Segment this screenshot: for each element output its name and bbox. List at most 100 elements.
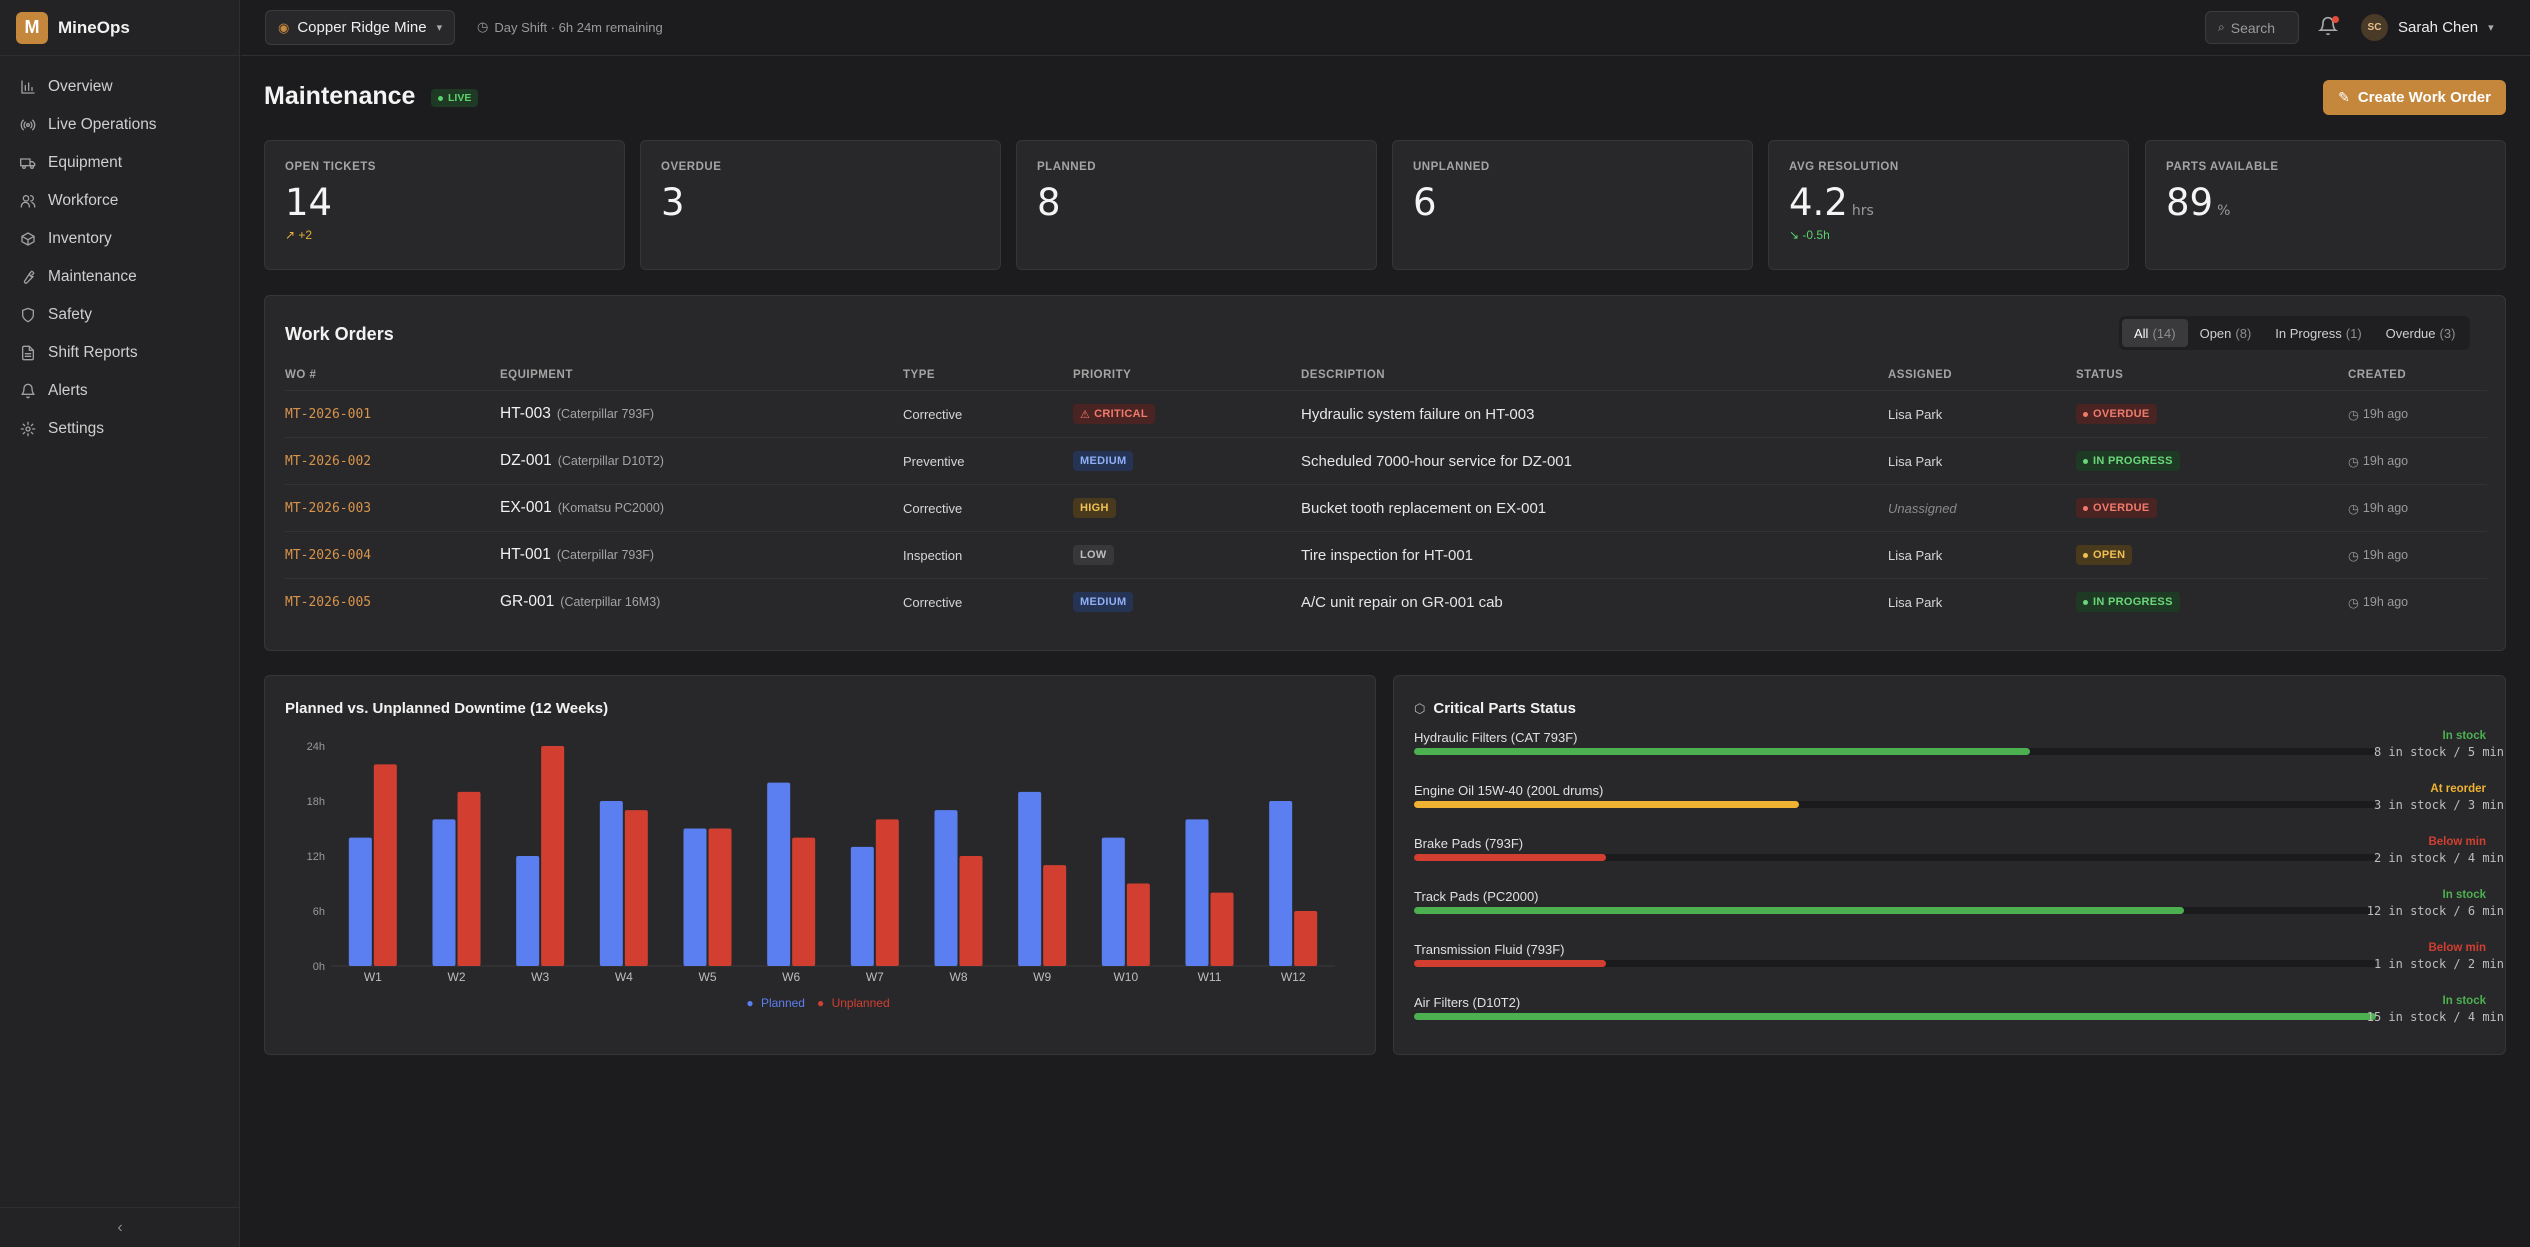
equipment-model: (Caterpillar 793F) [556, 407, 655, 421]
create-work-order-button[interactable]: ✎ Create Work Order [2323, 80, 2506, 115]
bar-unplanned-w7[interactable] [875, 819, 899, 966]
brand[interactable]: M MineOps [0, 0, 239, 56]
part-status: Below min [2428, 942, 2486, 954]
chevron-down-icon: ▾ [2488, 22, 2494, 34]
sidebar-nav: Overview Live Operations Equipment Workforc… [0, 56, 239, 448]
legend-item-unplanned[interactable]: ● Unplanned [816, 996, 890, 1010]
sidebar-item-settings[interactable]: Settings [0, 410, 239, 448]
sidebar-item-alerts[interactable]: Alerts [0, 372, 239, 410]
sidebar-item-overview[interactable]: Overview [0, 68, 239, 106]
collapse-sidebar-button[interactable]: ‹ [0, 1207, 240, 1247]
sidebar-item-label: Safety [48, 306, 92, 323]
table-row[interactable]: MT-2026-003 EX-001 (Komatsu PC2000) Correct… [285, 484, 2487, 531]
stat-label: OVERDUE [661, 161, 722, 173]
bar-planned-w2[interactable] [432, 819, 456, 966]
assigned-cell: Lisa Park [1888, 594, 1943, 610]
bar-unplanned-w5[interactable] [708, 828, 732, 967]
downtime-chart: 0h 6h 12h 18h 24h W1 W2 W3 W4 W5 W6 W7 W8 W9 W10 W11 W12 [307, 741, 1335, 984]
sidebar-item-live-operations[interactable]: Live Operations [0, 106, 239, 144]
part-name: Hydraulic Filters (CAT 793F) [1414, 730, 1578, 745]
users-icon [20, 193, 36, 209]
priority-cell: MEDIUM [1073, 438, 1134, 484]
wo-number[interactable]: MT-2026-002 [285, 453, 372, 469]
sidebar-item-workforce[interactable]: Workforce [0, 182, 239, 220]
bar-unplanned-w11[interactable] [1210, 892, 1234, 966]
column-header[interactable]: CREATED [2348, 369, 2407, 381]
bar-planned-w9[interactable] [1018, 791, 1042, 966]
tab-all[interactable]: All (14) [2122, 319, 2188, 347]
created-cell: ◷ 19h ago [2348, 454, 2409, 469]
bell-icon [20, 383, 36, 399]
bar-planned-w12[interactable] [1269, 801, 1293, 966]
x-tick-label: W11 [1198, 970, 1222, 984]
bar-planned-w7[interactable] [850, 846, 874, 966]
x-tick-label: W12 [1281, 970, 1306, 984]
bar-unplanned-w9[interactable] [1043, 865, 1067, 966]
column-header[interactable]: PRIORITY [1073, 369, 1132, 381]
bar-planned-w6[interactable] [767, 782, 791, 966]
bar-planned-w8[interactable] [934, 810, 958, 966]
status-cell: OPEN [2076, 532, 2133, 578]
part-status: In stock [2442, 889, 2486, 901]
wo-number[interactable]: MT-2026-003 [285, 500, 372, 516]
bar-planned-w1[interactable] [348, 837, 372, 966]
sidebar-item-equipment[interactable]: Equipment [0, 144, 239, 182]
bar-unplanned-w1[interactable] [373, 764, 397, 966]
table-row[interactable]: MT-2026-004 HT-001 (Caterpillar 793F) Inspe… [285, 531, 2487, 578]
status-badge: OVERDUE [2076, 498, 2157, 518]
part-name: Transmission Fluid (793F) [1414, 942, 1565, 957]
type-cell: Inspection [903, 547, 963, 563]
live-badge: LIVE [431, 89, 479, 107]
part-name: Engine Oil 15W-40 (200L drums) [1414, 783, 1604, 798]
column-header[interactable]: DESCRIPTION [1301, 369, 1386, 381]
bar-unplanned-w2[interactable] [457, 791, 481, 966]
column-header[interactable]: EQUIPMENT [500, 369, 573, 381]
bar-unplanned-w3[interactable] [541, 746, 565, 966]
bar-unplanned-w6[interactable] [792, 837, 816, 966]
table-row[interactable]: MT-2026-005 GR-001 (Caterpillar 16M3) Corre… [285, 578, 2487, 625]
bar-unplanned-w10[interactable] [1126, 883, 1150, 967]
bell-icon [2317, 16, 2339, 36]
bar-unplanned-w4[interactable] [624, 810, 648, 966]
legend-item-planned[interactable]: ● Planned [746, 996, 805, 1010]
bar-planned-w11[interactable] [1185, 819, 1209, 966]
user-menu[interactable]: SC Sarah Chen ▾ [2361, 14, 2494, 41]
wo-number[interactable]: MT-2026-004 [285, 547, 372, 563]
wo-number[interactable]: MT-2026-005 [285, 594, 372, 610]
wrench-icon: ✎ [2338, 89, 2350, 105]
bar-planned-w5[interactable] [683, 828, 707, 967]
column-header[interactable]: ASSIGNED [1888, 369, 1953, 381]
sidebar-item-label: Settings [48, 420, 105, 437]
bar-planned-w10[interactable] [1101, 837, 1125, 966]
sidebar-item-label: Shift Reports [48, 344, 138, 361]
stat-delta: ↘ -0.5h [1789, 228, 1830, 242]
site-selector[interactable]: ◉ Copper Ridge Mine ▾ [265, 10, 456, 45]
sidebar-item-inventory[interactable]: Inventory [0, 220, 239, 258]
sidebar-item-safety[interactable]: Safety [0, 296, 239, 334]
equipment-id: EX-001 [500, 499, 552, 516]
sidebar-item-maintenance[interactable]: Maintenance [0, 258, 239, 296]
box-icon [20, 231, 36, 247]
column-header[interactable]: TYPE [903, 369, 936, 381]
table-row[interactable]: MT-2026-001 HT-003 (Caterpillar 793F) Corre… [285, 390, 2487, 437]
stat-label: PLANNED [1037, 161, 1097, 173]
column-header[interactable]: WO # [285, 369, 317, 381]
bar-planned-w4[interactable] [599, 801, 623, 966]
column-header[interactable]: STATUS [2076, 369, 2124, 381]
critical-parts-panel: ⬡ Critical Parts Status Hydraulic Filter… [1393, 675, 2506, 1055]
sidebar-item-shift-reports[interactable]: Shift Reports [0, 334, 239, 372]
notifications-button[interactable] [2317, 16, 2339, 36]
table-row[interactable]: MT-2026-002 DZ-001 (Caterpillar D10T2) Prev… [285, 437, 2487, 484]
wo-number[interactable]: MT-2026-001 [285, 406, 372, 422]
status-cell: IN PROGRESS [2076, 579, 2180, 625]
equipment-model: (Caterpillar 793F) [556, 548, 655, 562]
tab-open[interactable]: Open (8) [2199, 325, 2252, 341]
tab-overdue[interactable]: Overdue (3) [2385, 325, 2456, 341]
bar-unplanned-w12[interactable] [1294, 911, 1318, 966]
bar-planned-w3[interactable] [516, 856, 540, 966]
tab-in-progress[interactable]: In Progress (1) [2275, 325, 2362, 341]
search-button[interactable]: ⌕ Search [2205, 11, 2299, 44]
sidebar-item-label: Live Operations [48, 116, 157, 133]
part-row: Transmission Fluid (793F) Below min 1 in s… [1414, 942, 2504, 995]
bar-unplanned-w8[interactable] [959, 856, 983, 966]
